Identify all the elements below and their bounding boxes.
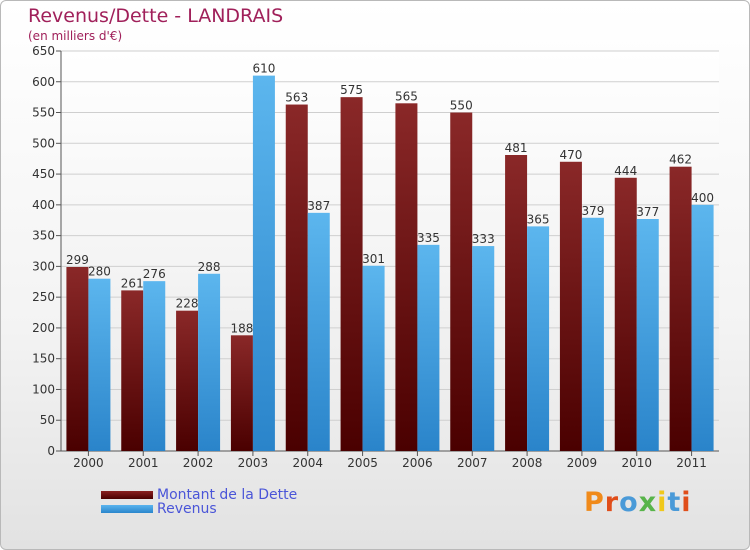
y-tick-label: 650 — [32, 44, 55, 58]
data-label-revenus: 379 — [581, 204, 604, 218]
data-label-dette: 481 — [505, 141, 528, 155]
bar-dette — [450, 112, 473, 452]
data-label-dette: 563 — [285, 91, 308, 105]
y-tick-label: 100 — [32, 382, 55, 396]
proxiti-logo: Proxiti — [584, 487, 692, 518]
bar-dette — [66, 267, 89, 451]
x-tick-label: 2002 — [183, 456, 214, 470]
data-label-dette: 188 — [230, 321, 253, 335]
y-tick-label: 550 — [32, 106, 55, 120]
data-label-dette: 261 — [121, 276, 144, 290]
data-label-dette: 470 — [559, 148, 582, 162]
plot-area — [61, 51, 719, 451]
legend-swatch-dette — [101, 491, 153, 499]
data-label-revenus: 610 — [252, 62, 275, 76]
x-tick-label: 2005 — [347, 456, 378, 470]
y-tick-label: 300 — [32, 259, 55, 273]
bar-revenus — [307, 212, 330, 451]
data-label-revenus: 280 — [88, 265, 111, 279]
logo-letter: i — [681, 487, 692, 518]
data-label-revenus: 276 — [143, 267, 166, 281]
data-label-revenus: 288 — [198, 260, 221, 274]
data-label-dette: 575 — [340, 83, 363, 97]
y-tick-label: 500 — [32, 136, 55, 150]
logo-letter: r — [604, 487, 620, 518]
bar-revenus — [472, 246, 495, 451]
bar-dette — [285, 104, 308, 452]
y-tick-label: 250 — [32, 290, 55, 304]
bar-dette — [614, 177, 637, 451]
x-tick-label: 2001 — [128, 456, 159, 470]
data-label-revenus: 377 — [636, 205, 659, 219]
legend-label-dette: Montant de la Dette — [157, 487, 298, 503]
y-tick-label: 600 — [32, 75, 55, 89]
y-tick-label: 450 — [32, 167, 55, 181]
bar-dette — [121, 290, 144, 451]
legend-item-dette: Montant de la Dette — [101, 487, 297, 503]
x-tick-label: 2008 — [512, 456, 543, 470]
logo-letter: i — [657, 487, 668, 518]
logo-letter: P — [584, 487, 605, 518]
bar-dette — [176, 310, 199, 451]
data-label-dette: 462 — [669, 153, 692, 167]
y-tick-label: 50 — [40, 413, 55, 427]
legend-item-revenus: Revenus — [101, 501, 217, 517]
bar-revenus — [636, 219, 659, 451]
bar-revenus — [143, 281, 166, 451]
x-tick-label: 2003 — [238, 456, 269, 470]
bar-dette — [669, 166, 692, 451]
x-tick-label: 2009 — [567, 456, 598, 470]
data-label-dette: 550 — [450, 99, 473, 113]
data-label-revenus: 333 — [472, 232, 495, 246]
bar-dette — [340, 97, 363, 452]
data-label-revenus: 365 — [527, 212, 550, 226]
bar-revenus — [581, 217, 604, 451]
data-label-dette: 228 — [176, 297, 199, 311]
bar-dette — [230, 335, 253, 451]
data-label-dette: 565 — [395, 89, 418, 103]
data-label-revenus: 387 — [307, 199, 330, 213]
data-label-revenus: 400 — [691, 191, 714, 205]
y-tick-label: 350 — [32, 229, 55, 243]
x-tick-label: 2007 — [457, 456, 488, 470]
bar-revenus — [362, 265, 385, 451]
bar-revenus — [88, 278, 111, 451]
y-tick-label: 200 — [32, 321, 55, 335]
bar-revenus — [691, 204, 714, 451]
chart-title: Revenus/Dette - LANDRAIS — [28, 5, 284, 27]
bar-revenus — [252, 75, 275, 451]
x-tick-label: 2010 — [621, 456, 652, 470]
data-label-dette: 444 — [614, 164, 637, 178]
bar-dette — [559, 161, 582, 451]
y-tick-label: 400 — [32, 198, 55, 212]
logo-letter: o — [619, 487, 639, 518]
y-tick-label: 0 — [47, 444, 55, 458]
legend-swatch-revenus — [101, 505, 153, 513]
x-tick-label: 2000 — [73, 456, 104, 470]
data-label-dette: 299 — [66, 253, 89, 267]
bar-dette — [395, 103, 418, 452]
logo-letter: t — [667, 487, 682, 518]
bar-revenus — [198, 273, 221, 451]
x-tick-label: 2006 — [402, 456, 433, 470]
x-tick-label: 2004 — [292, 456, 323, 470]
bar-revenus — [527, 226, 550, 451]
bar-dette — [505, 155, 528, 451]
legend-label-revenus: Revenus — [157, 501, 217, 517]
data-label-revenus: 335 — [417, 231, 440, 245]
y-tick-label: 150 — [32, 352, 55, 366]
chart-subtitle: (en milliers d'€) — [28, 29, 123, 43]
x-tick-label: 2011 — [676, 456, 707, 470]
bar-revenus — [417, 244, 440, 451]
data-label-revenus: 301 — [362, 252, 385, 266]
logo-letter: x — [638, 487, 658, 518]
